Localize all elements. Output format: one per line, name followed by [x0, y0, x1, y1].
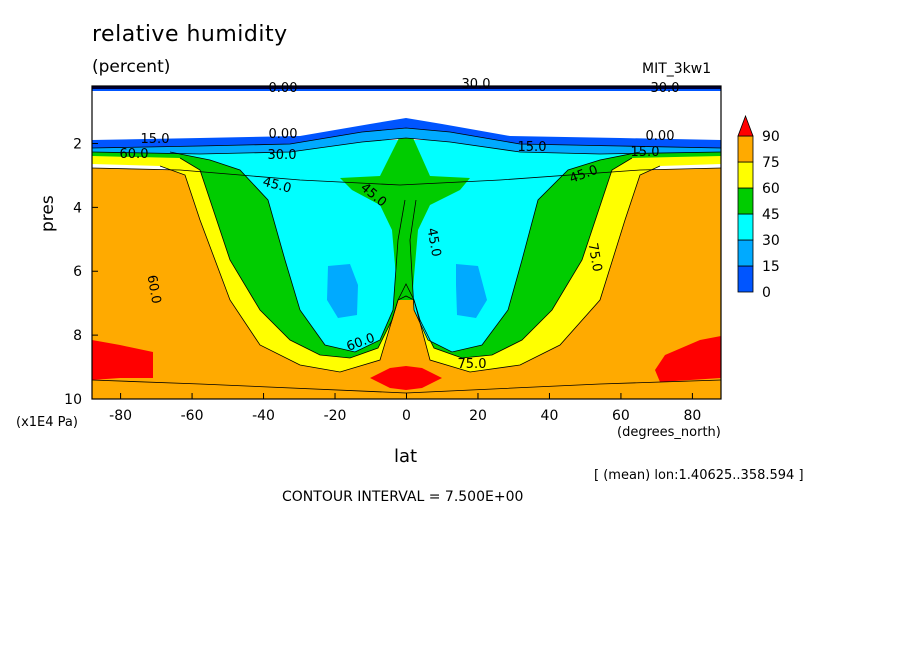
y-tick-label: 6: [73, 264, 82, 280]
contour-label: 0.00: [269, 127, 298, 142]
colorbar-label: 15: [762, 259, 780, 275]
y-axis-multiplier: (x1E4 Pa): [16, 415, 78, 430]
contour-label: 30.0: [462, 77, 491, 92]
contour-label: 60.0: [144, 274, 164, 305]
contour-label: 45.0: [261, 175, 293, 197]
band-upper-15-30: [92, 128, 721, 154]
x-axis-units: (degrees_north): [617, 425, 721, 440]
contour-label: 0.00: [269, 81, 298, 96]
colorbar-label: 45: [762, 207, 780, 223]
x-tick-label: -80: [109, 408, 132, 424]
x-tick-label: -40: [252, 408, 275, 424]
contour-label: 15.0: [518, 140, 547, 155]
contour-lines: [92, 127, 721, 394]
band-90-left: [92, 340, 153, 380]
colorbar-label: 0: [762, 285, 771, 301]
contour-label: 0.00: [646, 129, 675, 144]
contour-label: 15.0: [141, 132, 170, 147]
contour-label: 30.0: [268, 148, 297, 163]
colorbar-swatch: [737, 161, 754, 189]
contour-interval: CONTOUR INTERVAL = 7.500E+00: [282, 489, 524, 505]
y-tick-label: 2: [73, 136, 82, 152]
chart-units: (percent): [92, 57, 171, 77]
contour-label: 75.0: [585, 242, 605, 273]
x-tick-label: 20: [469, 408, 487, 424]
averaging-note: [ (mean) lon:1.40625..358.594 ]: [594, 468, 804, 483]
band-90-right: [655, 336, 721, 382]
colorbar-arrow: [737, 114, 754, 137]
y-tick-label: 10: [64, 392, 82, 408]
colorbar-swatch: [737, 265, 754, 293]
x-tick-label: 0: [402, 408, 411, 424]
band-upper-0-15: [92, 118, 721, 148]
band-75-center: [390, 326, 422, 358]
x-tick-label: 80: [683, 408, 701, 424]
contour-label: 75.0: [458, 357, 487, 372]
x-tick-label: -20: [324, 408, 347, 424]
colorbar-swatch: [737, 135, 754, 163]
x-axis-label: lat: [394, 446, 418, 467]
x-tick-label: 60: [612, 408, 630, 424]
y-tick-label: 8: [73, 328, 82, 344]
x-ticks: -80 -60 -40 -20 0 20 40 60 80: [109, 393, 701, 424]
colorbar-label: 75: [762, 155, 780, 171]
dataset-label: MIT_3kw1: [642, 61, 712, 77]
colorbar-swatch: [737, 187, 754, 215]
contour-label: 30.0: [651, 81, 680, 96]
colorbar-label: 30: [762, 233, 780, 249]
contour-label: 45.0: [424, 227, 444, 258]
x-tick-label: -60: [181, 408, 204, 424]
colorbar: 0 15 30 45 60 75 90: [737, 114, 780, 301]
band-15-30-right: [456, 264, 487, 318]
y-tick-label: 4: [73, 200, 82, 216]
colorbar-swatch: [737, 213, 754, 241]
contour-label: 15.0: [631, 145, 660, 160]
filled-contours: [92, 86, 721, 399]
x-tick-label: 40: [541, 408, 559, 424]
band-90-center: [370, 366, 442, 390]
band-15-30-left: [327, 264, 358, 318]
colorbar-label: 90: [762, 129, 780, 145]
contour-label: 60.0: [120, 147, 149, 162]
colorbar-label: 60: [762, 181, 780, 197]
chart-title: relative humidity: [92, 22, 288, 47]
band-45-60-center: [340, 125, 470, 300]
colorbar-swatch: [737, 239, 754, 267]
top-dark-band: [92, 86, 721, 90]
y-ticks: 2 4 6 8 10: [64, 136, 98, 408]
